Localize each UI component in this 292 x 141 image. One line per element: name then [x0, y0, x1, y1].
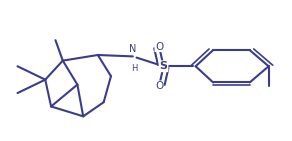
Text: O: O	[155, 81, 163, 91]
Text: N: N	[129, 44, 137, 54]
Text: H: H	[131, 64, 138, 73]
Text: O: O	[155, 42, 163, 51]
Text: S: S	[159, 61, 168, 71]
